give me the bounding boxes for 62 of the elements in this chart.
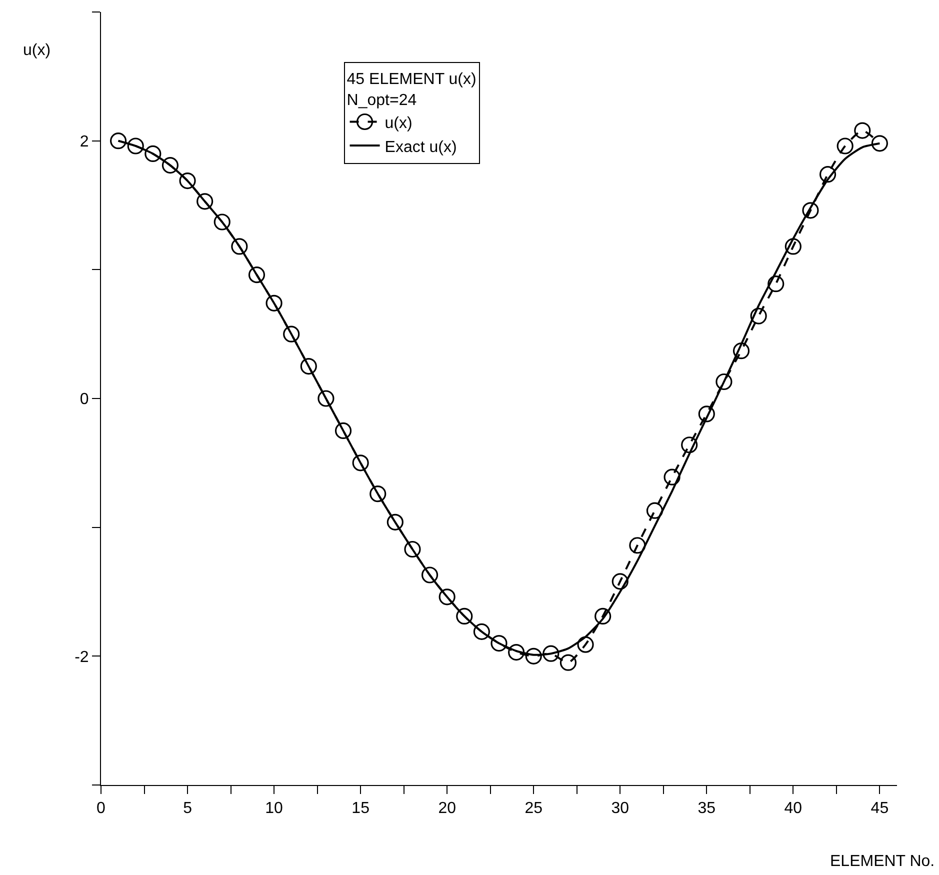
point (110, 132, 127, 150)
point (768, 276, 784, 292)
x-tick-label: 15 (352, 800, 370, 818)
x-tick-label: 25 (524, 800, 543, 818)
point (732, 342, 750, 360)
point (750, 308, 767, 324)
point (577, 636, 594, 653)
x-tick-label: 0 (96, 800, 106, 818)
x-tick-label: 35 (698, 800, 716, 818)
y-tick-label: 2 (80, 133, 89, 150)
point (144, 145, 162, 162)
y-axis-title: u(x) (23, 42, 51, 59)
point (266, 294, 282, 312)
x-tick-label: 10 (265, 800, 284, 818)
point (162, 157, 179, 174)
legend-label: Exact u(x) (384, 138, 457, 156)
x-tick-label: 5 (183, 800, 192, 818)
point (352, 454, 369, 472)
point (612, 573, 628, 590)
point (386, 514, 404, 530)
point (698, 406, 715, 422)
point (508, 644, 525, 661)
point (871, 135, 888, 152)
point (854, 122, 871, 139)
point (525, 648, 542, 664)
x-tick-label: 40 (784, 800, 802, 818)
point (248, 266, 266, 284)
x-tick-label: 30 (611, 800, 630, 818)
point (646, 502, 664, 519)
point (370, 486, 386, 502)
point (542, 645, 560, 662)
x-axis-title: ELEMENT No. (830, 853, 935, 870)
point (629, 537, 646, 554)
point (438, 588, 456, 606)
point (594, 608, 612, 625)
point (404, 540, 421, 558)
point (836, 138, 854, 154)
point (421, 566, 438, 584)
point (334, 422, 352, 440)
point (300, 358, 317, 375)
point (560, 654, 577, 671)
x-tick-label: 20 (438, 800, 456, 818)
point (318, 390, 334, 407)
point (283, 326, 300, 342)
point (473, 623, 490, 640)
point (819, 166, 836, 183)
point (196, 193, 214, 210)
point (456, 608, 473, 625)
point (664, 468, 680, 486)
x-tick-label: 45 (870, 800, 889, 818)
point (784, 238, 802, 255)
point (490, 634, 508, 652)
y-tick-label: 0 (80, 391, 89, 408)
point (681, 436, 698, 454)
point (179, 172, 196, 190)
legend-label: u(x) (384, 114, 412, 132)
point (127, 138, 144, 154)
point (214, 214, 230, 230)
point (716, 373, 732, 390)
point (802, 202, 819, 219)
point (231, 238, 248, 255)
y-tick-label: -2 (74, 648, 89, 666)
